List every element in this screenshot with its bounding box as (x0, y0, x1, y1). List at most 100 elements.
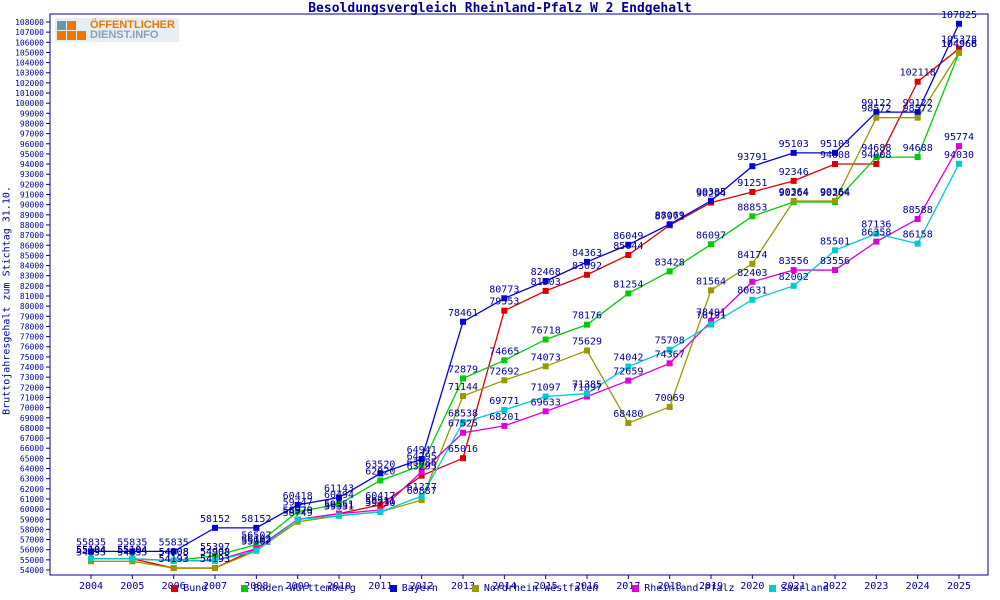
data-point-bayern-2017 (625, 241, 632, 248)
point-label: 85501 (820, 236, 850, 247)
point-label: 95103 (820, 139, 850, 150)
point-label: 83092 (572, 261, 602, 272)
y-tick-label: 101000 (15, 89, 44, 98)
y-tick-label: 94000 (20, 160, 44, 169)
data-point-rheinland-pfalz-2014 (501, 422, 508, 429)
point-label: 83556 (820, 256, 850, 267)
series-line-bayern (91, 23, 960, 553)
y-tick-label: 103000 (15, 69, 44, 78)
point-label: 54908 (200, 547, 230, 558)
data-point-nordrhein-westfalen-2016 (584, 347, 590, 354)
point-label: 81254 (613, 279, 643, 290)
legend-swatch-icon (471, 585, 479, 592)
data-point-bayern-2019 (708, 197, 714, 204)
series-line-bund (91, 48, 960, 569)
data-point-baden-w-rttemberg-2010 (336, 501, 342, 508)
point-label: 90364 (779, 187, 809, 198)
data-point-baden-w-rttemberg-2009 (294, 508, 301, 515)
point-label: 65016 (448, 444, 478, 455)
point-label: 83428 (655, 257, 685, 268)
data-point-baden-w-rttemberg-2019 (708, 241, 714, 248)
point-label: 59747 (283, 498, 313, 509)
data-point-saarland-2018 (666, 346, 673, 353)
data-point-bayern-2012 (418, 455, 425, 462)
point-label: 76718 (531, 325, 561, 336)
site-logo[interactable]: ÖFFENTLICHER DIENST.INFO (55, 18, 179, 42)
point-label: 59730 (365, 498, 395, 509)
point-label: 59730 (365, 498, 395, 509)
point-label: 55902 (241, 537, 271, 548)
point-label: 58979 (283, 505, 313, 516)
point-label: 94688 (861, 143, 891, 154)
point-label: 92346 (779, 167, 809, 178)
point-label: 55104 (117, 545, 147, 556)
x-tick-label: 2004 (79, 581, 103, 592)
point-label: 90364 (820, 187, 850, 198)
legend-item-baden-w-rttemberg: Baden-Württemberg (241, 583, 356, 594)
logo-line1: ÖFFENTLICHER (90, 19, 175, 31)
point-label: 80631 (737, 286, 767, 297)
data-point-rheinland-pfalz-2018 (666, 360, 673, 367)
data-point-saarland-2021 (790, 282, 797, 289)
point-label: 59911 (365, 496, 395, 507)
point-label: 56507 (241, 531, 271, 542)
point-label: 81503 (531, 277, 561, 288)
data-point-bayern-2024 (914, 109, 921, 116)
y-tick-label: 88000 (20, 221, 44, 230)
point-label: 56102 (241, 535, 271, 546)
point-label: 55104 (76, 545, 106, 556)
x-tick-label: 2020 (740, 581, 764, 592)
point-label: 58152 (200, 514, 230, 525)
data-point-bund-2017 (625, 251, 632, 258)
x-tick-label: 2013 (451, 581, 475, 592)
x-tick-label: 2005 (120, 581, 144, 592)
x-tick-label: 2016 (575, 581, 599, 592)
data-point-bayern-2015 (542, 278, 549, 285)
legend-item-nordrhein-westfalen: Nordrhein-Westfalen (471, 583, 598, 594)
point-label: 59351 (324, 502, 354, 513)
y-tick-label: 104000 (15, 59, 44, 68)
y-tick-label: 83000 (20, 272, 44, 281)
data-point-nordrhein-westfalen-2020 (749, 260, 756, 267)
y-tick-label: 93000 (20, 170, 44, 179)
data-point-baden-w-rttemberg-2012 (418, 462, 425, 469)
data-point-bayern-2020 (749, 163, 756, 170)
y-tick-label: 86000 (20, 241, 44, 250)
point-label: 62820 (365, 466, 395, 477)
y-tick-label: 61000 (20, 495, 44, 504)
point-label: 61277 (407, 482, 437, 493)
data-point-bund-2020 (749, 188, 756, 195)
y-tick-label: 97000 (20, 130, 44, 139)
point-label: 90204 (696, 189, 726, 200)
data-point-nordrhein-westfalen-2006 (170, 565, 177, 572)
point-label: 58152 (241, 514, 271, 525)
point-label: 79553 (489, 297, 519, 308)
point-label: 78491 (696, 307, 726, 318)
data-point-saarland-2025 (956, 160, 962, 167)
y-tick-label: 70000 (20, 404, 44, 413)
y-tick-label: 96000 (20, 140, 44, 149)
point-label: 95103 (779, 139, 809, 150)
y-tick-label: 65000 (20, 454, 44, 463)
point-label: 63295 (407, 462, 437, 473)
point-label: 55835 (159, 537, 189, 548)
data-point-nordrhein-westfalen-2018 (666, 403, 673, 410)
y-tick-label: 98000 (20, 119, 44, 128)
point-label: 86358 (861, 228, 891, 239)
y-tick-label: 54000 (20, 566, 44, 575)
data-point-saarland-2017 (625, 363, 632, 370)
point-label: 78176 (572, 311, 602, 322)
legend-item-saarland: Saarland (768, 583, 829, 594)
point-label: 61143 (324, 484, 354, 495)
data-point-nordrhein-westfalen-2012 (418, 497, 425, 504)
data-point-bund-2014 (501, 307, 508, 314)
point-label: 54193 (200, 554, 230, 565)
series-line-saarland (91, 163, 960, 562)
x-tick-label: 2018 (658, 581, 682, 592)
data-point-bayern-2023 (873, 109, 880, 116)
data-point-saarland-2023 (873, 230, 880, 237)
data-point-saarland-2006 (170, 557, 177, 564)
data-point-bayern-2009 (294, 501, 301, 508)
y-tick-label: 77000 (20, 333, 44, 342)
point-label: 94008 (861, 150, 891, 161)
